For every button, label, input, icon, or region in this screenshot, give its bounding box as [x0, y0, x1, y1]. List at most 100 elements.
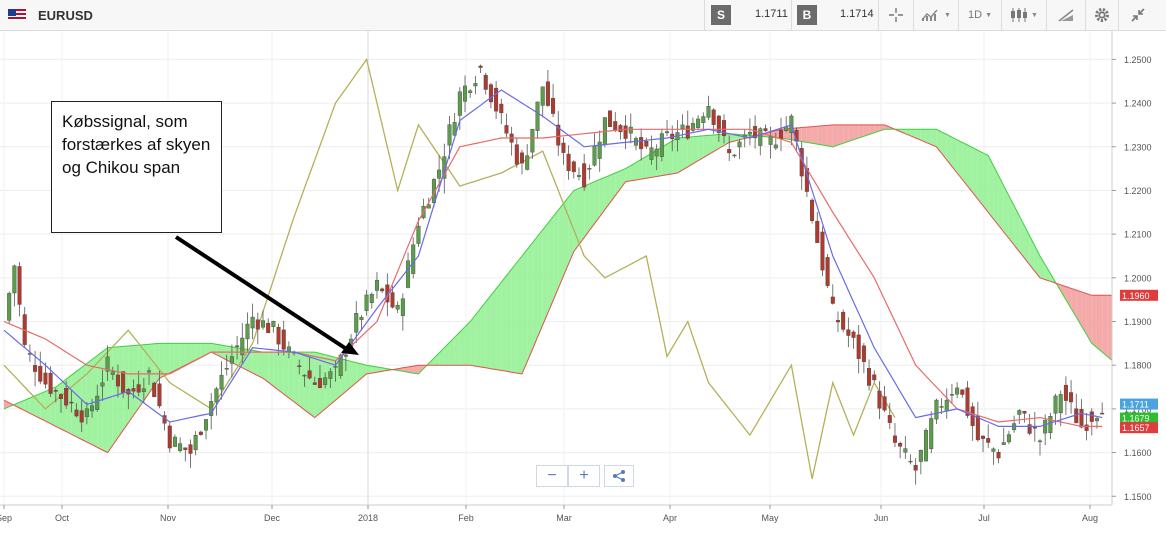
sell-price[interactable]: 1.1711	[755, 8, 788, 20]
buy-price[interactable]: 1.1714	[840, 8, 874, 20]
divider	[1046, 0, 1047, 30]
ichimoku-chart[interactable]: 1.2500 1.2400 1.2300 1.2200 1.2100 1.2000 1.19…	[0, 31, 1166, 533]
cloud-segment	[713, 134, 719, 152]
crosshair-button[interactable]	[880, 0, 912, 30]
candle-body	[514, 144, 519, 165]
cloud-segment	[957, 139, 963, 180]
cloud-segment	[1008, 195, 1015, 246]
cloud-segment	[584, 183, 590, 238]
cloud-segment	[444, 342, 450, 366]
y-tick-label: 1.1500	[1124, 492, 1152, 502]
chart-type-button[interactable]: ▼	[915, 0, 957, 30]
cloud-segment	[542, 223, 548, 326]
cloud-segment	[200, 343, 207, 358]
candle-body	[219, 374, 224, 390]
candle-body	[1027, 424, 1032, 434]
candle-body	[960, 389, 965, 395]
candle-body	[100, 382, 105, 387]
candle-body	[504, 125, 509, 134]
y-tick-label: 1.2200	[1124, 186, 1152, 196]
cloud-segment	[1045, 264, 1051, 282]
zoom-in-button[interactable]: +	[568, 465, 600, 487]
cloud-segment	[724, 133, 730, 146]
candle-body	[882, 396, 887, 411]
cloud-segment	[920, 129, 927, 143]
cloud-segment	[496, 282, 502, 371]
divider	[958, 0, 959, 30]
cloud-segment	[972, 147, 978, 200]
candle-body	[1053, 395, 1058, 414]
sell-button[interactable]: S	[711, 5, 731, 25]
cloud-segment	[848, 124, 854, 142]
candle-body	[991, 448, 996, 452]
candle-body	[374, 279, 379, 291]
cloud-segment	[433, 352, 440, 366]
candle-body	[965, 387, 970, 416]
x-tick-label: Jun	[874, 513, 889, 523]
cloud-segment	[14, 402, 20, 409]
candle-body	[608, 110, 613, 127]
price-badge-label: 1.1679	[1122, 414, 1150, 424]
cloud-segment	[946, 134, 952, 167]
candle-body	[74, 409, 79, 417]
cloud-segment	[19, 400, 25, 411]
cloud-segment	[247, 349, 253, 374]
candle-body	[877, 390, 882, 409]
candle-body	[597, 141, 602, 159]
candle-body	[520, 152, 525, 164]
timeframe-select[interactable]: 1D ▼	[960, 0, 1000, 30]
cloud-segment	[1024, 225, 1030, 265]
candle-body	[582, 163, 587, 188]
candle-body	[747, 131, 752, 135]
candle-body	[654, 148, 659, 157]
candle-body	[229, 356, 234, 364]
candle-body	[390, 292, 395, 308]
candle-body	[913, 465, 918, 471]
candle-body	[981, 435, 986, 439]
candle-body	[411, 244, 416, 274]
candle-body	[338, 354, 343, 376]
candle-body	[763, 128, 768, 132]
candle-body	[561, 142, 566, 153]
cloud-segment	[941, 131, 947, 160]
candle-body	[483, 74, 488, 90]
candle-body	[706, 106, 711, 118]
draw-tools-button[interactable]	[1048, 0, 1084, 30]
candle-body	[659, 133, 664, 157]
chevron-down-icon: ▼	[1031, 11, 1038, 19]
candle-body	[639, 137, 644, 150]
settings-button[interactable]	[1087, 0, 1117, 30]
candle-body	[1022, 411, 1027, 414]
candle-body	[38, 366, 43, 382]
cloud-segment	[553, 210, 559, 301]
candle-body	[224, 368, 229, 370]
fullscreen-button[interactable]	[1122, 0, 1154, 30]
cloud-segment	[459, 326, 466, 366]
buy-button[interactable]: B	[797, 5, 817, 25]
candle-body	[323, 377, 328, 386]
cloud-segment	[1060, 284, 1066, 300]
candle-body	[105, 356, 110, 372]
cloud-segment	[620, 168, 626, 189]
cloud-segment	[568, 190, 574, 264]
cloud-segment	[869, 124, 875, 135]
zoom-out-button[interactable]: −	[536, 465, 568, 487]
cloud-segment	[71, 371, 77, 437]
divider	[1118, 0, 1119, 30]
candle-body	[820, 231, 825, 271]
candle-body	[395, 304, 400, 310]
y-tick-label: 1.2500	[1124, 55, 1152, 65]
candle-body	[359, 316, 364, 321]
cloud-segment	[547, 216, 554, 313]
candlestick-icon	[1011, 8, 1028, 22]
share-button[interactable]	[604, 465, 634, 487]
candle-body	[929, 418, 934, 450]
cloud-segment	[351, 361, 357, 388]
candle-body	[343, 354, 348, 357]
candlestick-button[interactable]: ▼	[1003, 0, 1045, 30]
candle-body	[95, 395, 100, 410]
cloud-segment	[522, 249, 528, 374]
cloud-segment	[610, 172, 616, 203]
cloud-segment	[1096, 295, 1103, 353]
cloud-segment	[962, 142, 968, 187]
